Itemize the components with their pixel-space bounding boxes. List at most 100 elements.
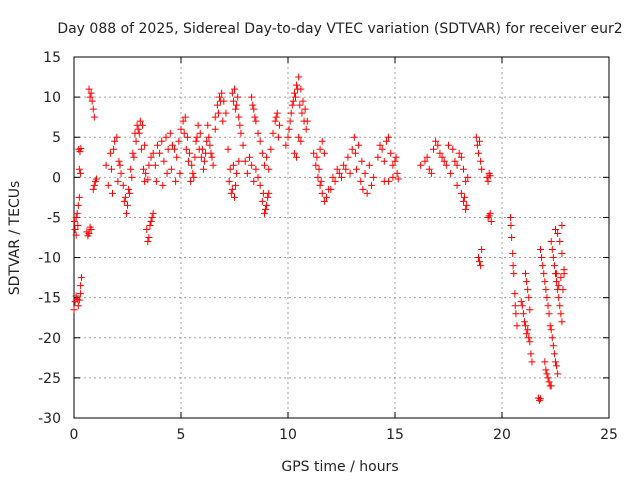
data-point bbox=[267, 145, 275, 153]
data-point bbox=[317, 177, 325, 185]
data-point bbox=[393, 169, 401, 177]
data-point bbox=[301, 105, 309, 113]
data-point bbox=[254, 173, 262, 181]
data-point bbox=[363, 189, 371, 197]
data-point bbox=[511, 302, 519, 310]
data-point bbox=[184, 157, 192, 165]
data-point bbox=[195, 145, 203, 153]
data-point bbox=[327, 185, 335, 193]
data-point bbox=[145, 161, 153, 169]
data-point bbox=[542, 366, 550, 374]
data-point bbox=[163, 169, 171, 177]
data-point bbox=[447, 169, 455, 177]
data-point bbox=[205, 133, 213, 141]
data-point bbox=[156, 149, 164, 157]
data-point bbox=[117, 169, 125, 177]
data-point bbox=[459, 197, 467, 205]
data-point bbox=[550, 350, 558, 358]
data-point bbox=[340, 161, 348, 169]
data-point bbox=[526, 306, 534, 314]
data-point bbox=[289, 97, 297, 105]
data-point bbox=[547, 238, 555, 246]
data-point bbox=[350, 133, 358, 141]
data-point bbox=[344, 153, 352, 161]
data-point bbox=[544, 374, 552, 382]
data-point bbox=[524, 286, 532, 294]
data-point bbox=[302, 125, 310, 133]
data-point bbox=[127, 165, 135, 173]
data-point bbox=[74, 302, 82, 310]
data-point bbox=[320, 197, 328, 205]
x-tick-label: 15 bbox=[386, 427, 404, 443]
data-point bbox=[290, 149, 298, 157]
data-point bbox=[140, 165, 148, 173]
data-point bbox=[250, 105, 258, 113]
data-point bbox=[214, 109, 222, 117]
data-point bbox=[188, 161, 196, 169]
y-tick-label: 0 bbox=[52, 170, 61, 186]
data-point bbox=[352, 165, 360, 173]
data-point bbox=[260, 209, 268, 217]
data-point bbox=[228, 89, 236, 97]
data-point bbox=[314, 173, 322, 181]
data-point bbox=[134, 125, 142, 133]
data-point bbox=[146, 221, 154, 229]
data-point bbox=[275, 121, 283, 129]
data-point bbox=[421, 157, 429, 165]
data-point bbox=[72, 231, 80, 239]
data-point bbox=[130, 153, 138, 161]
data-point bbox=[557, 274, 565, 282]
data-point bbox=[72, 292, 80, 300]
data-point bbox=[209, 161, 217, 169]
data-point bbox=[189, 169, 197, 177]
data-point bbox=[378, 145, 386, 153]
y-tick-label: -30 bbox=[38, 411, 61, 427]
data-point bbox=[137, 145, 145, 153]
data-point bbox=[171, 145, 179, 153]
data-point bbox=[539, 262, 547, 270]
data-point bbox=[474, 149, 482, 157]
data-point bbox=[208, 153, 216, 161]
data-point bbox=[509, 250, 517, 258]
data-point bbox=[260, 161, 268, 169]
data-point bbox=[135, 129, 143, 137]
x-tick-label: 10 bbox=[279, 427, 297, 443]
y-tick-label: 5 bbox=[52, 130, 61, 146]
data-point bbox=[462, 177, 470, 185]
data-point bbox=[477, 157, 485, 165]
data-point bbox=[149, 209, 157, 217]
data-point bbox=[293, 81, 301, 89]
data-point bbox=[367, 181, 375, 189]
data-point bbox=[417, 161, 425, 169]
data-point bbox=[351, 149, 359, 157]
x-tick-label: 0 bbox=[70, 427, 79, 443]
data-point bbox=[219, 117, 227, 125]
data-point bbox=[522, 270, 530, 278]
data-point bbox=[554, 370, 562, 378]
data-point bbox=[472, 133, 480, 141]
data-point bbox=[385, 133, 393, 141]
data-point bbox=[248, 93, 256, 101]
data-point bbox=[526, 338, 534, 346]
data-point bbox=[548, 334, 556, 342]
data-point bbox=[380, 157, 388, 165]
data-point bbox=[87, 89, 95, 97]
data-point bbox=[90, 181, 98, 189]
data-point bbox=[518, 302, 526, 310]
data-point bbox=[122, 209, 130, 217]
data-point bbox=[211, 125, 219, 133]
data-point bbox=[427, 169, 435, 177]
data-point bbox=[313, 153, 321, 161]
data-point bbox=[552, 358, 559, 366]
data-point bbox=[457, 189, 465, 197]
data-point bbox=[517, 298, 525, 306]
grid-layer bbox=[74, 57, 609, 418]
data-point bbox=[348, 145, 356, 153]
data-point bbox=[284, 133, 292, 141]
data-point bbox=[235, 157, 243, 165]
data-point bbox=[294, 85, 302, 93]
data-point bbox=[457, 153, 465, 161]
x-tick-label: 5 bbox=[177, 427, 186, 443]
data-point bbox=[256, 181, 264, 189]
